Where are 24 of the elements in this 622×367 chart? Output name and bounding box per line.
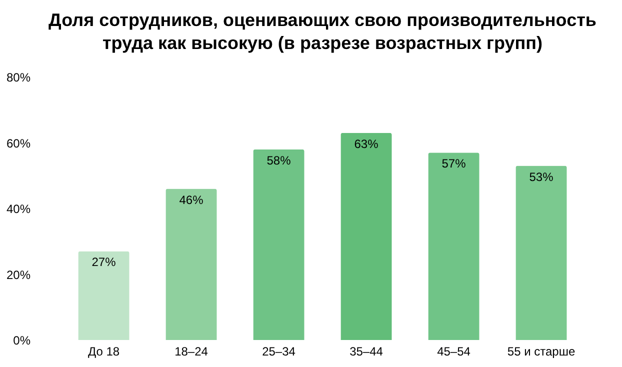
data-label: 57% xyxy=(442,156,466,171)
x-tick-label: 35–44 xyxy=(350,344,384,358)
bar xyxy=(253,149,304,340)
bar xyxy=(516,166,567,340)
data-label: 27% xyxy=(92,255,116,270)
bar xyxy=(428,152,480,340)
y-tick-label: 60% xyxy=(6,136,31,150)
data-label: 46% xyxy=(179,192,204,207)
data-label: 63% xyxy=(354,136,379,151)
x-tick-label: 18–24 xyxy=(174,344,208,358)
data-label: 58% xyxy=(266,153,292,168)
y-tick-label: 20% xyxy=(6,268,31,282)
x-tick-label: 45–54 xyxy=(437,344,471,358)
y-tick-label: 40% xyxy=(6,202,31,216)
y-tick-label: 0% xyxy=(13,334,31,348)
bar xyxy=(166,188,217,340)
bar xyxy=(78,251,130,340)
x-tick-label: 55 и старше xyxy=(507,344,576,358)
chart-title: Доля сотрудников, оценивающих свою производительность труда как высокую (в разрезе возрастных групп) xyxy=(48,10,596,53)
x-tick-label: 25–34 xyxy=(262,344,296,358)
y-tick-label: 80% xyxy=(6,70,31,84)
x-tick-label: До 18 xyxy=(88,344,120,358)
data-label: 53% xyxy=(529,170,554,184)
bar xyxy=(340,132,392,340)
